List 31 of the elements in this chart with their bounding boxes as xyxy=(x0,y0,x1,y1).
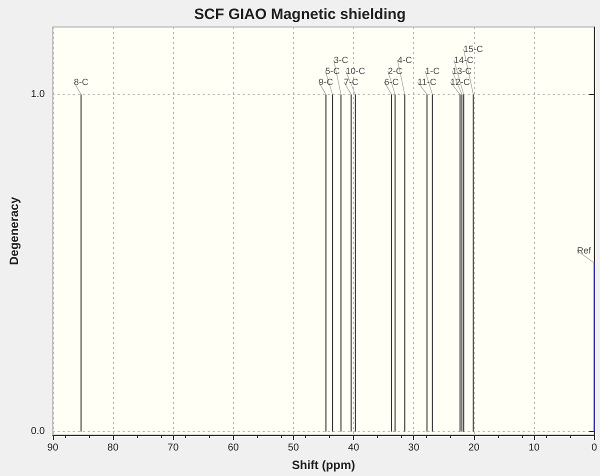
x-tick-label: 50 xyxy=(288,442,300,454)
y-tick-label: 1.0 xyxy=(30,88,46,100)
annotation: 6-C xyxy=(384,76,400,87)
x-tick-label: 10 xyxy=(528,442,540,454)
x-axis-title: Shift (ppm) xyxy=(292,458,356,472)
x-tick-label: 60 xyxy=(228,442,240,454)
annotation: 8-C xyxy=(74,76,89,87)
annotation: 13-C xyxy=(452,66,472,76)
annotation: 10-C xyxy=(346,66,366,76)
x-tick-label: 30 xyxy=(408,442,420,454)
annotation: 1-C xyxy=(425,66,440,76)
y-axis-title: Degeneracy xyxy=(7,196,21,266)
chart-title: SCF GIAO Magnetic shielding xyxy=(194,6,406,23)
annotation: 15-C xyxy=(464,44,484,54)
x-tick-label: 90 xyxy=(47,442,59,454)
x-tick-label: 20 xyxy=(468,442,480,454)
x-tick-label: 80 xyxy=(107,442,119,454)
annotation: 5-C xyxy=(325,66,340,76)
annotation: 12-C xyxy=(450,76,470,87)
annotation: 9-C xyxy=(318,76,334,87)
annotation: 3-C xyxy=(334,54,349,65)
annotation: 2-C xyxy=(388,66,403,76)
annotation: 14-C xyxy=(454,54,474,65)
x-tick-label: 0 xyxy=(591,442,598,454)
annotation: 7-C xyxy=(344,76,359,87)
x-tick-label: 70 xyxy=(168,442,180,454)
y-tick-label: 0.0 xyxy=(30,426,46,438)
annotation: 4-C xyxy=(397,54,412,65)
annotation: 11-C xyxy=(418,76,437,87)
x-tick-label: 40 xyxy=(348,442,360,454)
annotation: Ref xyxy=(576,246,592,256)
